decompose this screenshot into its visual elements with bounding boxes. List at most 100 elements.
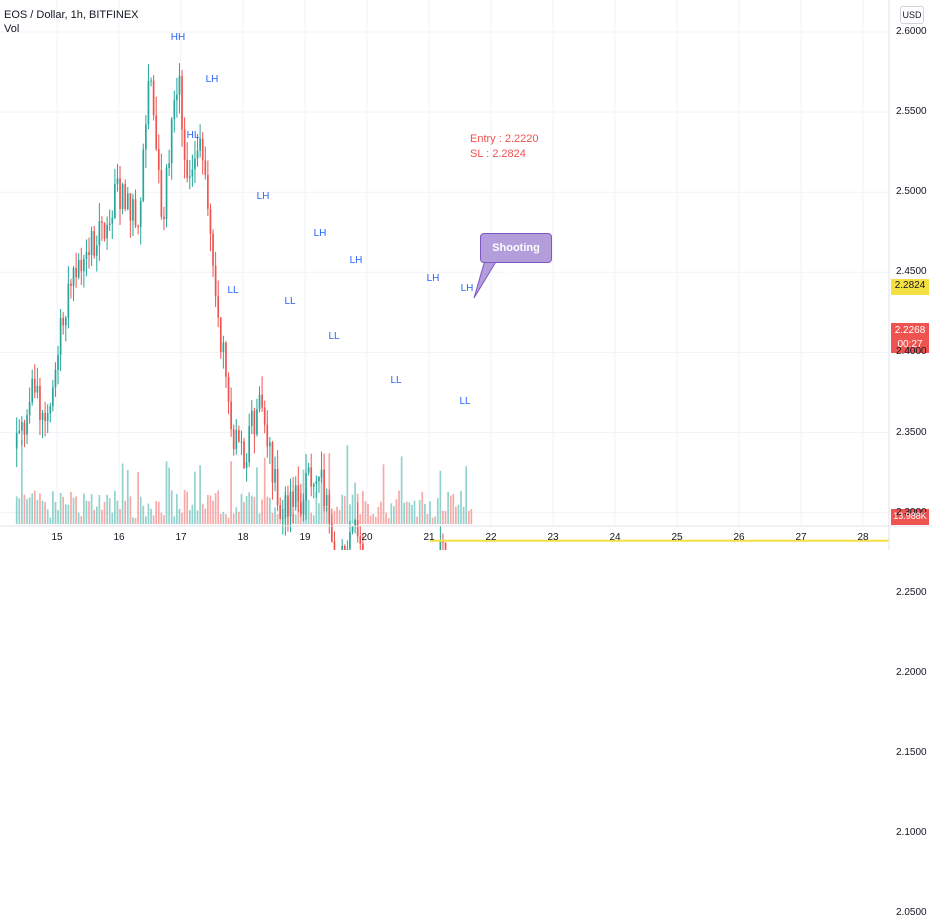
volume-bar	[436, 498, 439, 524]
volume-bar	[274, 507, 276, 524]
volume-bar	[165, 461, 168, 524]
volume-bar	[250, 495, 253, 524]
volume-bar	[121, 463, 124, 524]
volume-bar	[380, 501, 382, 524]
candle-body	[266, 424, 269, 447]
price-tick-label: 2.4000	[896, 346, 927, 358]
volume-bar	[382, 464, 385, 524]
candle-body	[263, 407, 266, 425]
pattern-label-ll[interactable]: LL	[284, 296, 296, 307]
volume-bar	[207, 494, 209, 524]
candle-body	[274, 469, 276, 483]
candle-body	[124, 184, 127, 210]
candle-body	[256, 409, 258, 435]
candle-body	[315, 481, 318, 485]
candle-body	[300, 502, 302, 515]
volume-bar	[194, 471, 196, 524]
volume-bar	[88, 501, 90, 524]
pattern-label-ll[interactable]: LL	[390, 375, 402, 386]
candle-body	[442, 541, 444, 543]
pattern-label-lh[interactable]: LH	[256, 191, 270, 202]
volume-bar	[183, 490, 186, 524]
symbol-title[interactable]: EOS / Dollar, 1h, BITFINEX	[4, 9, 139, 21]
pattern-label-ll[interactable]: LL	[459, 396, 471, 407]
pattern-label-lh[interactable]: LH	[349, 255, 363, 266]
time-tick-label: 24	[609, 532, 621, 543]
volume-bar	[418, 500, 421, 524]
candle-body	[219, 317, 222, 352]
volume-bar	[147, 503, 150, 524]
volume-bar	[413, 500, 416, 524]
volume-bar	[465, 466, 468, 524]
candle-body	[209, 208, 212, 234]
candle-body	[331, 523, 333, 542]
candle-body	[310, 467, 313, 487]
candle-body	[62, 317, 65, 326]
price-tick-label: 2.1000	[896, 827, 927, 838]
pattern-label-lh[interactable]: LH	[313, 228, 327, 239]
candle-body	[145, 124, 147, 150]
volume-bar	[269, 497, 271, 524]
candle-body	[95, 245, 98, 256]
candle-body	[176, 94, 178, 101]
volume-bar	[271, 512, 274, 524]
volume-bar	[457, 504, 460, 524]
candle-body	[93, 231, 96, 256]
volume-bar	[424, 503, 426, 524]
volume-bar	[411, 504, 413, 524]
candle-body	[139, 200, 142, 228]
volume-bar	[312, 515, 315, 524]
volume-bar	[114, 490, 116, 524]
volume-bar	[134, 517, 137, 524]
volume-bar	[243, 502, 245, 524]
volume-bar	[209, 495, 212, 524]
volume-bar	[374, 516, 377, 524]
volume-bar	[67, 504, 70, 524]
candle-body	[101, 221, 103, 223]
candle-body	[137, 225, 139, 228]
candle-body	[204, 160, 207, 175]
volume-bar	[359, 514, 362, 524]
pattern-label-ll[interactable]: LL	[227, 285, 239, 296]
pattern-label-hh[interactable]: HH	[170, 32, 186, 43]
volume-bar	[238, 511, 240, 524]
pattern-label-ll[interactable]: LL	[328, 331, 340, 342]
candle-body	[121, 184, 124, 209]
volume-bar	[227, 517, 230, 524]
volume-bar	[160, 512, 163, 524]
volume-bar	[240, 493, 243, 524]
candle-body	[279, 505, 282, 519]
candle-body	[318, 477, 320, 482]
volume-bar	[178, 508, 181, 524]
price-tick-label: 2.4500	[896, 266, 927, 278]
volume-bar	[36, 499, 39, 524]
candle-body	[157, 149, 160, 171]
shooting-star-callout[interactable]: Shooting Star	[480, 233, 552, 282]
volume-bar	[126, 470, 129, 524]
sl-note[interactable]: SL : 2.2824	[470, 148, 526, 160]
entry-note[interactable]: Entry : 2.2220	[470, 133, 539, 145]
volume-indicator-label[interactable]: Vol	[4, 23, 20, 35]
volume-bar	[421, 491, 424, 524]
candle-body	[362, 543, 364, 550]
candle-body	[356, 520, 359, 537]
currency-button[interactable]: USD	[900, 6, 924, 24]
volume-bar	[256, 467, 258, 524]
pattern-label-lh[interactable]: LH	[426, 273, 440, 284]
pattern-label-lh[interactable]: LH	[460, 283, 474, 294]
volume-bar	[44, 502, 46, 524]
pattern-label-hl[interactable]: HL	[186, 130, 200, 141]
volume-bar	[405, 501, 408, 524]
volume-bar	[276, 514, 279, 524]
volume-bar	[467, 510, 470, 524]
candle-body	[75, 268, 77, 278]
volume-bar	[398, 490, 400, 524]
volume-bar	[46, 509, 49, 524]
candle-body	[147, 81, 150, 125]
pattern-label-lh[interactable]: LH	[205, 74, 219, 85]
volume-bar	[403, 502, 406, 524]
candle-body	[39, 385, 41, 420]
candle-body	[46, 413, 49, 422]
volume-bar	[341, 494, 344, 524]
last-price-tag-text: 2.2268	[894, 325, 926, 336]
